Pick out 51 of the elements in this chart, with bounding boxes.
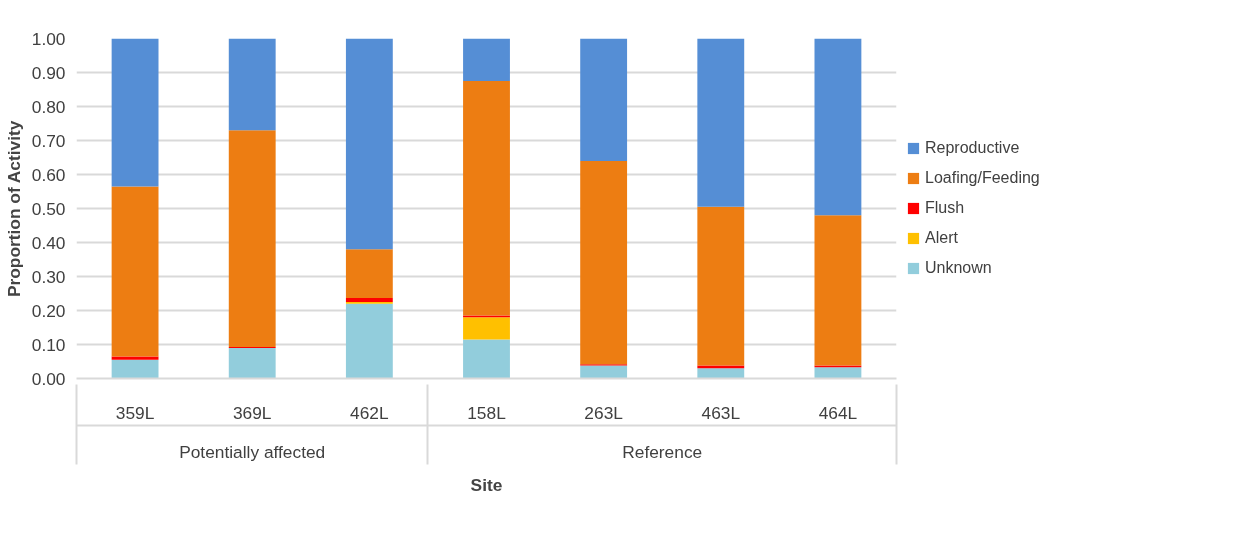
y-axis-title: Proportion of Activity <box>3 120 24 298</box>
bar <box>228 347 276 379</box>
legend-label: Flush <box>925 199 965 217</box>
y-tick-label: 0.40 <box>31 232 66 253</box>
x-tick-label: 158L <box>467 402 507 423</box>
y-tick-label: 0.50 <box>31 198 66 219</box>
legend-label: Unknown <box>925 259 992 277</box>
bar <box>697 368 745 379</box>
bar <box>111 38 159 187</box>
bar <box>463 38 510 81</box>
x-tick-label: 359L <box>115 402 155 423</box>
x-tick-label: 369L <box>232 402 272 423</box>
bar <box>697 206 745 366</box>
bar <box>463 81 510 316</box>
bar <box>580 38 628 161</box>
bar <box>111 359 159 379</box>
y-tick-label: 0.90 <box>31 62 66 83</box>
bar <box>228 130 276 347</box>
bar <box>345 249 393 298</box>
text: Potentially affected <box>179 441 326 462</box>
bar <box>345 303 393 379</box>
y-tick-label: 0.10 <box>31 334 66 355</box>
bar <box>345 38 393 250</box>
bar <box>580 365 628 379</box>
bar <box>814 367 862 379</box>
x-axis-title: Site <box>470 474 503 495</box>
bar <box>111 356 159 360</box>
bar <box>463 339 510 379</box>
bar <box>814 215 862 366</box>
text: Reference <box>622 441 703 462</box>
x-tick-label: 462L <box>350 402 389 423</box>
bar <box>345 297 393 302</box>
y-tick-label: 1.00 <box>31 28 66 49</box>
y-tick-label: 0.60 <box>31 164 66 185</box>
legend-label: Loafing/Feeding <box>925 169 1040 187</box>
y-tick-label: 0.30 <box>31 266 66 287</box>
bar <box>814 38 862 216</box>
y-tick-label: 0.70 <box>31 130 66 151</box>
y-tick-label: 0.80 <box>31 96 66 117</box>
bar <box>228 38 276 131</box>
bar <box>580 160 628 365</box>
x-tick-label: 463L <box>701 402 741 423</box>
y-tick-label: 0.20 <box>31 300 66 321</box>
x-tick-label: 263L <box>584 402 624 423</box>
x-tick-label: 464L <box>818 402 858 423</box>
bar <box>697 38 745 207</box>
legend-label: Reproductive <box>925 139 1020 157</box>
bar <box>111 186 159 357</box>
bar <box>463 317 510 340</box>
legend-label: Alert <box>925 229 958 247</box>
y-tick-label: 0.00 <box>31 368 66 389</box>
